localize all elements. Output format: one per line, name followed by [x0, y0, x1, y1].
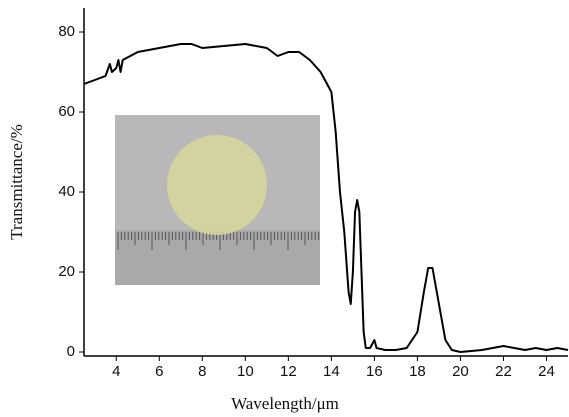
x-tick-label: 12 [280, 363, 297, 380]
x-tick-label: 14 [323, 363, 340, 380]
x-tick-label: 16 [366, 363, 383, 380]
y-axis-label: Transmittance/% [7, 124, 26, 240]
y-tick-label: 20 [58, 263, 75, 280]
x-tick-label: 22 [495, 363, 512, 380]
x-tick-label: 4 [112, 363, 120, 380]
y-tick-label: 60 [58, 103, 75, 120]
x-tick-label: 24 [538, 363, 555, 380]
y-tick-label: 40 [58, 183, 75, 200]
x-tick-label: 8 [198, 363, 206, 380]
x-tick-label: 6 [155, 363, 163, 380]
data-line [83, 43, 569, 353]
inset-photo [115, 115, 320, 285]
y-tick-label: 80 [58, 23, 75, 40]
x-tick-label: 10 [237, 363, 254, 380]
y-tick-label: 0 [67, 343, 75, 360]
x-axis-label: Wavelength/μm [231, 394, 339, 413]
x-tick-label: 20 [452, 363, 469, 380]
x-tick-label: 18 [409, 363, 426, 380]
